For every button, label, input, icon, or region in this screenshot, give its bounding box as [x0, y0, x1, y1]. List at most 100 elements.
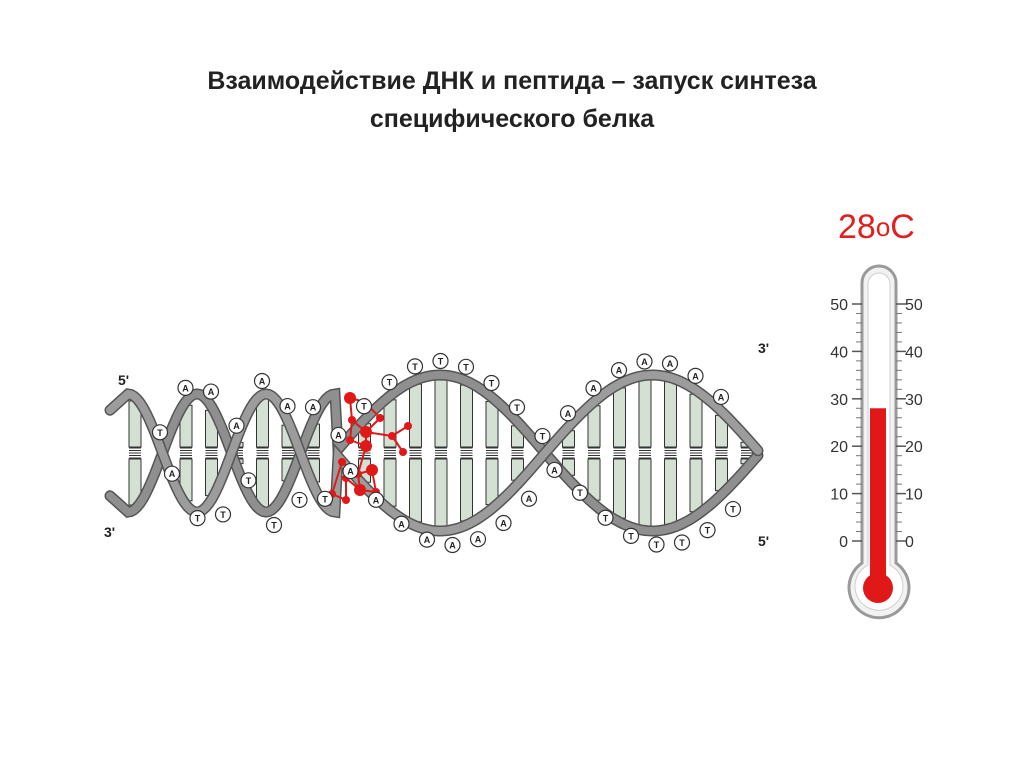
nucleotide-circle	[724, 500, 742, 518]
nucleotide-circle	[534, 427, 551, 445]
nucleotide-letter: T	[654, 540, 660, 550]
nucleotide-letter: A	[424, 535, 431, 545]
nucleotide-circle	[418, 531, 436, 548]
nucleotide-circle	[304, 399, 322, 416]
nucleotide-letter: T	[361, 402, 367, 412]
nucleotide-circle	[432, 352, 449, 370]
nucleotide-circle	[189, 509, 206, 527]
nucleotide-label: A	[546, 461, 563, 479]
tick-label-left: 30	[830, 392, 848, 409]
nucleotide-letter: T	[540, 432, 546, 442]
nucleotide-letter: A	[310, 403, 317, 413]
nucleotide-label: T	[151, 424, 169, 441]
nucleotide-circle	[177, 379, 194, 397]
nucleotide-label: T	[214, 506, 232, 523]
nucleotide-circle	[330, 426, 347, 444]
peptide-atom	[399, 448, 407, 456]
nucleotide-circle	[279, 397, 296, 415]
nucleotide-label: A	[418, 531, 436, 548]
nucleotide-letter: A	[526, 494, 533, 504]
nucleotide-circle	[559, 405, 577, 422]
nucleotide-label: T	[534, 427, 551, 445]
nucleotide-letter: A	[500, 518, 507, 528]
thermometer-liquid	[870, 408, 886, 590]
nucleotide-letter: T	[297, 495, 303, 505]
nucleotide-letter: T	[705, 526, 711, 536]
base-bar	[434, 378, 448, 448]
tick-label-left: 10	[830, 487, 848, 504]
base-bar	[613, 458, 626, 519]
nucleotide-circle	[483, 374, 500, 392]
nucleotide-circle	[291, 491, 308, 509]
nucleotide-label: T	[597, 509, 614, 526]
peptide-atom	[338, 458, 346, 466]
nucleotide-label: T	[699, 522, 716, 539]
nucleotide-circle	[469, 531, 487, 548]
nucleotide-letter: A	[641, 357, 648, 367]
nucleotide-label: A	[177, 379, 194, 397]
nucleotide-labels: T A A T A T A T A T A T A T A A T A T A T A T A T A T A T A T A A T A T A T A T…	[151, 352, 742, 554]
nucleotide-label: T	[189, 509, 206, 527]
nucleotide-letter: A	[718, 392, 725, 402]
base-pair-bars	[128, 378, 754, 528]
nucleotide-label: A	[495, 514, 512, 532]
nucleotide-label: A	[712, 388, 730, 406]
nucleotide-label: T	[432, 352, 449, 370]
nucleotide-letter: A	[335, 430, 342, 440]
temperature-value: 28	[838, 208, 876, 246]
nucleotide-letter: T	[438, 357, 444, 367]
nucleotide-label: T	[316, 490, 334, 507]
peptide-atom	[346, 436, 354, 444]
nucleotide-letter: A	[692, 371, 699, 381]
nucleotide-letter: T	[603, 513, 609, 523]
nucleotide-letter: A	[565, 409, 572, 419]
tick-label-left: 0	[839, 534, 848, 551]
nucleotide-letter: T	[195, 514, 201, 524]
nucleotide-circle	[444, 536, 461, 554]
nucleotide-label: T	[508, 399, 526, 416]
peptide-atom	[342, 496, 350, 504]
tick-label-left: 50	[830, 297, 848, 314]
tick-label-right: 10	[905, 487, 923, 504]
nucleotide-letter: A	[233, 421, 240, 431]
nucleotide-circle	[367, 491, 385, 508]
peptide-atom	[360, 426, 372, 438]
nucleotide-label: T	[673, 534, 691, 551]
base-bar	[638, 378, 652, 448]
nucleotide-label: A	[661, 355, 679, 372]
nucleotide-letter: A	[169, 469, 176, 479]
nucleotide-letter: T	[220, 510, 226, 520]
nucleotide-letter: T	[157, 428, 163, 438]
nucleotide-label: T	[406, 358, 424, 375]
peptide-atom	[344, 392, 356, 404]
nucleotide-circle	[214, 506, 232, 523]
nucleotide-circle	[571, 484, 589, 501]
nucleotide-letter: A	[259, 376, 266, 386]
base-bar	[409, 458, 422, 523]
nucleotide-label: T	[240, 472, 257, 489]
base-bar	[664, 381, 677, 448]
nucleotide-letter: A	[284, 402, 291, 412]
nucleotide-circle	[406, 358, 424, 375]
nucleotide-circle	[508, 399, 526, 416]
nucleotide-circle	[495, 514, 512, 532]
slide-title-line-1: Взаимодействие ДНК и пептида – запуск си…	[207, 67, 817, 95]
nucleotide-circle	[202, 383, 220, 400]
nucleotide-letter: T	[628, 531, 634, 541]
thermometer-bulb	[863, 573, 893, 603]
nucleotide-label: A	[367, 491, 385, 508]
nucleotide-label: T	[457, 358, 475, 375]
nucleotide-circle	[622, 527, 640, 544]
nucleotide-label: A	[304, 399, 322, 416]
nucleotide-letter: T	[577, 488, 583, 498]
nucleotide-label: A	[585, 380, 602, 397]
base-bar	[689, 393, 703, 448]
nucleotide-circle	[316, 490, 334, 507]
nucleotide-label: T	[648, 536, 665, 553]
nucleotide-label: T	[622, 527, 640, 544]
tick-label-right: 20	[905, 439, 923, 456]
tick-label-right: 50	[905, 297, 923, 314]
peptide-bond	[331, 461, 343, 495]
strand-end-label-5-right: 5'	[758, 533, 769, 549]
degree-symbol: o	[875, 212, 891, 242]
